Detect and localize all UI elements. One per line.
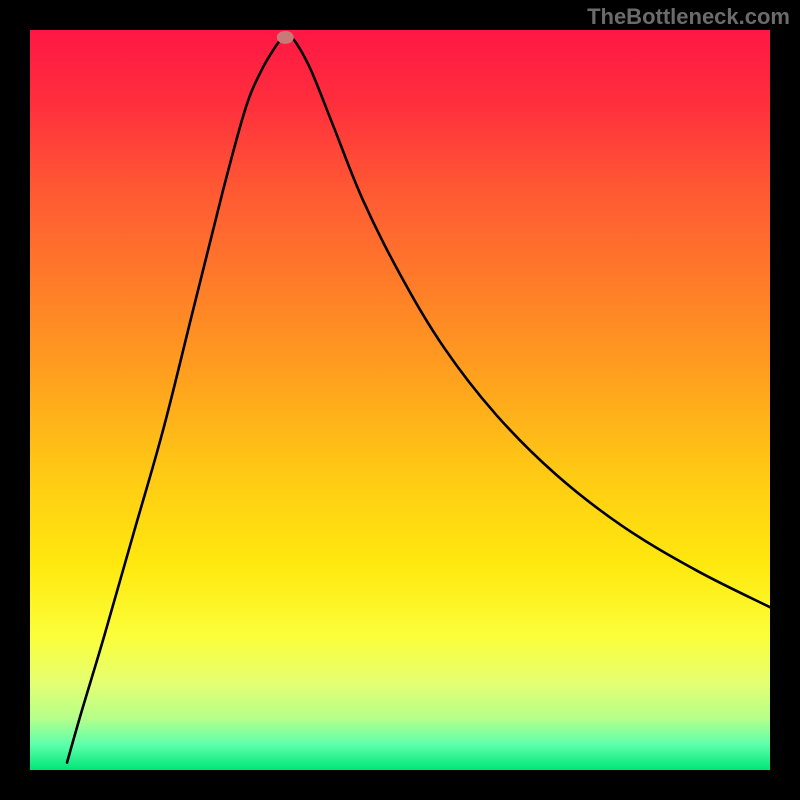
gradient-background xyxy=(30,30,770,770)
bottleneck-chart xyxy=(30,30,770,770)
optimal-marker xyxy=(277,31,293,43)
chart-container: TheBottleneck.com xyxy=(0,0,800,800)
watermark-text: TheBottleneck.com xyxy=(587,4,790,30)
plot-area xyxy=(30,30,770,770)
